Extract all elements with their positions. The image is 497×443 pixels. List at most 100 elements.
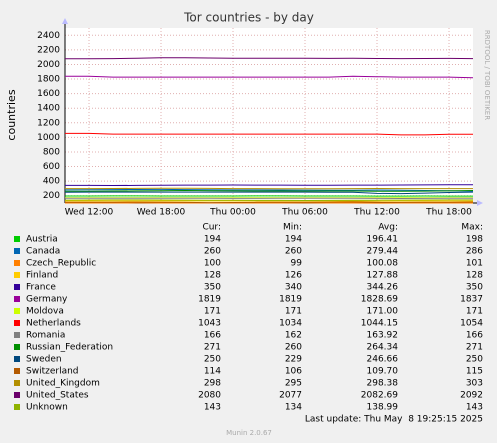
axis-arrow <box>477 200 483 206</box>
legend-swatch <box>14 284 20 290</box>
legend-swatch <box>14 260 20 266</box>
y-tick-label: 1400 <box>37 104 60 114</box>
legend-value: 340 <box>285 283 302 293</box>
legend-value: 271 <box>466 343 483 353</box>
legend-label: Unknown <box>26 403 68 413</box>
legend-label: United_States <box>26 391 89 401</box>
legend-swatch <box>14 392 20 398</box>
y-tick-label: 2400 <box>37 31 60 41</box>
legend-header: Max: <box>461 223 483 233</box>
legend-value: 271 <box>204 343 221 353</box>
legend-value: 143 <box>466 403 483 413</box>
series-line <box>65 187 473 190</box>
y-tick-label: 1600 <box>37 89 60 99</box>
legend-value: 163.92 <box>367 331 399 341</box>
legend-value: 260 <box>204 247 221 257</box>
legend-value: 295 <box>285 379 302 389</box>
legend-value: 106 <box>285 367 302 377</box>
legend-swatch <box>14 248 20 254</box>
legend-swatch <box>14 404 20 410</box>
legend-label: France <box>26 283 56 293</box>
legend-swatch <box>14 368 20 374</box>
legend-value: 109.70 <box>367 367 399 377</box>
legend-value: 1828.69 <box>361 295 398 305</box>
legend-value: 162 <box>285 331 302 341</box>
legend-label: Moldova <box>26 307 64 317</box>
legend-value: 138.99 <box>367 403 399 413</box>
legend-value: 286 <box>466 247 483 257</box>
legend-swatch <box>14 236 20 242</box>
y-tick-label: 1800 <box>37 75 60 85</box>
legend-value: 1819 <box>279 295 302 305</box>
last-update: Last update: Thu May 8 19:25:15 2025 <box>305 415 483 425</box>
legend-value: 1044.15 <box>361 319 398 329</box>
legend-swatch <box>14 272 20 278</box>
series-line <box>65 184 473 187</box>
y-tick-label: 600 <box>43 162 60 172</box>
legend-value: 303 <box>466 379 483 389</box>
legend-label: Germany <box>26 295 68 305</box>
legend-value: 194 <box>285 235 302 245</box>
y-tick-label: 2000 <box>37 60 60 70</box>
legend-header: Avg: <box>378 223 398 233</box>
series-line <box>64 188 474 192</box>
legend-swatch <box>14 296 20 302</box>
legend-label: United_Kingdom <box>26 379 100 389</box>
legend-value: 100 <box>204 259 221 269</box>
legend-value: 143 <box>204 403 221 413</box>
legend-label: Austria <box>26 235 58 245</box>
series-line <box>64 191 474 195</box>
legend-value: 2080 <box>198 391 221 401</box>
x-tick-label: Thu 00:00 <box>209 208 256 218</box>
legend-value: 264.34 <box>367 343 399 353</box>
legend-value: 171 <box>466 307 483 317</box>
legend-label: Finland <box>26 271 58 281</box>
legend-value: 194 <box>204 235 221 245</box>
y-tick-label: 1200 <box>37 118 60 128</box>
legend-value: 260 <box>285 343 302 353</box>
y-tick-label: 2200 <box>37 45 60 55</box>
legend-value: 166 <box>204 331 221 341</box>
legend-value: 128 <box>204 271 221 281</box>
legend-label: Czech_Republic <box>26 259 96 269</box>
legend-label: Netherlands <box>26 319 81 329</box>
legend-value: 126 <box>285 271 302 281</box>
y-tick-label: 400 <box>43 177 60 187</box>
legend-value: 171 <box>285 307 302 317</box>
series-line <box>65 132 473 136</box>
legend-value: 1034 <box>279 319 302 329</box>
legend-value: 99 <box>291 259 303 269</box>
legend-value: 134 <box>285 403 302 413</box>
y-tick-label: 1000 <box>37 133 60 143</box>
legend-value: 115 <box>466 367 483 377</box>
y-axis-label: countries <box>5 89 18 140</box>
legend-value: 250 <box>466 355 483 365</box>
legend-value: 2082.69 <box>361 391 398 401</box>
series-line <box>65 57 474 60</box>
legend-value: 298.38 <box>367 379 399 389</box>
legend-value: 171 <box>204 307 221 317</box>
legend-value: 298 <box>204 379 221 389</box>
chart-title: Tor countries - by day <box>183 11 314 25</box>
x-tick-label: Wed 12:00 <box>65 208 114 218</box>
legend-swatch <box>14 332 20 338</box>
legend-label: Russian_Federation <box>26 343 113 353</box>
legend-swatch <box>14 380 20 386</box>
legend-value: 260 <box>285 247 302 257</box>
series-line <box>64 199 473 202</box>
legend-value: 250 <box>204 355 221 365</box>
legend-value: 114 <box>204 367 221 377</box>
x-tick-label: Wed 18:00 <box>137 208 186 218</box>
legend-value: 171.00 <box>367 307 399 317</box>
legend-value: 101 <box>466 259 483 269</box>
legend-value: 1054 <box>460 319 483 329</box>
y-tick-label: 800 <box>43 147 60 157</box>
legend-header: Cur: <box>202 223 221 233</box>
x-tick-label: Thu 06:00 <box>281 208 328 218</box>
legend-value: 1837 <box>460 295 483 305</box>
series-line <box>65 75 474 79</box>
legend-value: 350 <box>466 283 483 293</box>
plot-area <box>65 28 473 203</box>
legend-swatch <box>14 308 20 314</box>
